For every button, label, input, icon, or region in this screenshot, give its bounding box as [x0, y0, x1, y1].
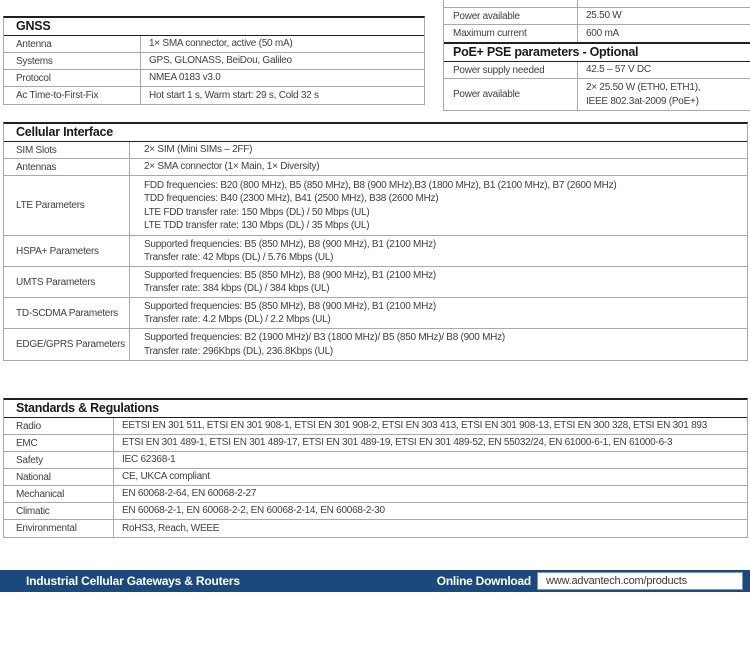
table-title: Cellular Interface — [4, 124, 747, 142]
spec-value: Hot start 1 s, Warm start: 29 s, Cold 32… — [149, 89, 319, 101]
table-row: UMTS Parameters Supported frequencies: B… — [4, 267, 747, 298]
section-title: PoE+ PSE parameters - Optional — [444, 42, 750, 62]
table-row: Power supply needed 42.5 – 57 V DC — [444, 62, 750, 79]
table-row: Maximum current 600 mA — [444, 25, 750, 42]
table-row: Systems GPS, GLONASS, BeiDou, Galileo — [4, 53, 424, 70]
spec-label: Climatic — [4, 503, 114, 519]
table-row: Environmental RoHS3, Reach, WEEE — [4, 520, 747, 537]
table-row: HSPA+ Parameters Supported frequencies: … — [4, 236, 747, 267]
spec-label: Radio — [4, 418, 114, 434]
spec-value: Supported frequencies: B5 (850 MHz), B8 … — [144, 269, 436, 295]
spec-value: 1× SMA connector, active (50 mA) — [149, 38, 293, 50]
cellular-interface-table: Cellular Interface SIM Slots 2× SIM (Min… — [3, 122, 748, 361]
table-row: Power available 2× 25.50 W (ETH0, ETH1),… — [444, 79, 750, 110]
spec-label: Power available — [444, 8, 578, 24]
spec-label: National — [4, 469, 114, 485]
footer-download-group: Online Download www.advantech.com/produc… — [437, 572, 750, 590]
table-row: Ac Time-to-First-Fix Hot start 1 s, Warm… — [4, 87, 424, 104]
spec-label — [444, 0, 578, 7]
spec-value: EETSI EN 301 511, ETSI EN 301 908-1, ETS… — [122, 420, 708, 432]
spec-label: SIM Slots — [4, 142, 130, 158]
spec-value: 42.5 – 57 V DC — [586, 64, 651, 76]
table-row: Mechanical EN 60068-2-64, EN 60068-2-27 — [4, 486, 747, 503]
table-row: National CE, UKCA compliant — [4, 469, 747, 486]
spec-label: Antenna — [4, 36, 141, 52]
spec-value: Supported frequencies: B5 (850 MHz), B8 … — [144, 300, 436, 326]
spec-label: UMTS Parameters — [4, 267, 130, 297]
power-table: Power available 25.50 W Maximum current … — [443, 0, 750, 111]
spec-value: 600 mA — [586, 27, 619, 39]
spec-label: Maximum current — [444, 25, 578, 42]
spec-value: 2× SMA connector (1× Main, 1× Diversity) — [144, 161, 320, 173]
spec-label: Power supply needed — [444, 62, 578, 78]
standards-regulations-table: Standards & Regulations Radio EETSI EN 3… — [3, 398, 748, 538]
table-title: GNSS — [4, 18, 424, 36]
table-title: Standards & Regulations — [4, 400, 747, 418]
gnss-table: GNSS Antenna 1× SMA connector, active (5… — [3, 16, 425, 105]
spec-value: Supported frequencies: B5 (850 MHz), B8 … — [144, 238, 436, 264]
spec-value: 2× 25.50 W (ETH0, ETH1), IEEE 802.3at-20… — [586, 82, 701, 107]
spec-label: Systems — [4, 53, 141, 69]
table-row: SIM Slots 2× SIM (Mini SIMs – 2FF) — [4, 142, 747, 159]
spec-label: Protocol — [4, 70, 141, 86]
table-row: TD-SCDMA Parameters Supported frequencie… — [4, 298, 747, 329]
online-download-label: Online Download — [436, 574, 532, 588]
spec-value: GPS, GLONASS, BeiDou, Galileo — [149, 55, 292, 67]
spec-value: 25.50 W — [586, 10, 622, 22]
spec-label: LTE Parameters — [4, 176, 130, 235]
spec-label: EMC — [4, 435, 114, 451]
footer-product-line: Industrial Cellular Gateways & Routers — [26, 574, 240, 588]
spec-value: EN 60068-2-1, EN 60068-2-2, EN 60068-2-1… — [122, 505, 385, 517]
table-row: EMC ETSI EN 301 489-1, ETSI EN 301 489-1… — [4, 435, 747, 452]
table-row: Radio EETSI EN 301 511, ETSI EN 301 908-… — [4, 418, 747, 435]
spec-value: CE, UKCA compliant — [122, 471, 210, 483]
spec-value: Supported frequencies: B2 (1900 MHz)/ B3… — [144, 332, 505, 357]
spec-value: RoHS3, Reach, WEEE — [122, 522, 220, 534]
table-row: Climatic EN 60068-2-1, EN 60068-2-2, EN … — [4, 503, 747, 520]
spec-value: NMEA 0183 v3.0 — [149, 72, 221, 84]
spec-value: IEC 62368-1 — [122, 454, 176, 466]
spec-value: EN 60068-2-64, EN 60068-2-27 — [122, 488, 257, 500]
table-row: Antennas 2× SMA connector (1× Main, 1× D… — [4, 159, 747, 176]
download-url-link[interactable]: www.advantech.com/products — [537, 572, 743, 590]
spec-label: TD-SCDMA Parameters — [4, 298, 130, 328]
spec-value: FDD frequencies: B20 (800 MHz), B5 (850 … — [144, 179, 617, 232]
table-row: Protocol NMEA 0183 v3.0 — [4, 70, 424, 87]
table-row-clipped — [444, 0, 750, 8]
spec-label: Ac Time-to-First-Fix — [4, 87, 141, 104]
spec-value: ETSI EN 301 489-1, ETSI EN 301 489-17, E… — [122, 437, 673, 449]
spec-value — [578, 0, 750, 7]
table-row: Safety IEC 62368-1 — [4, 452, 747, 469]
spec-label: HSPA+ Parameters — [4, 236, 130, 266]
spec-value: 2× SIM (Mini SIMs – 2FF) — [144, 144, 253, 156]
table-row: Power available 25.50 W — [444, 8, 750, 25]
footer-bar: Industrial Cellular Gateways & Routers O… — [0, 570, 750, 592]
spec-label: Mechanical — [4, 486, 114, 502]
table-row: Antenna 1× SMA connector, active (50 mA) — [4, 36, 424, 53]
table-row: EDGE/GPRS Parameters Supported frequenci… — [4, 329, 747, 360]
spec-label: Safety — [4, 452, 114, 468]
spec-label: EDGE/GPRS Parameters — [4, 329, 130, 360]
spec-label: Power available — [444, 79, 578, 110]
spec-label: Antennas — [4, 159, 130, 175]
table-row: LTE Parameters FDD frequencies: B20 (800… — [4, 176, 747, 236]
spec-label: Environmental — [4, 520, 114, 537]
